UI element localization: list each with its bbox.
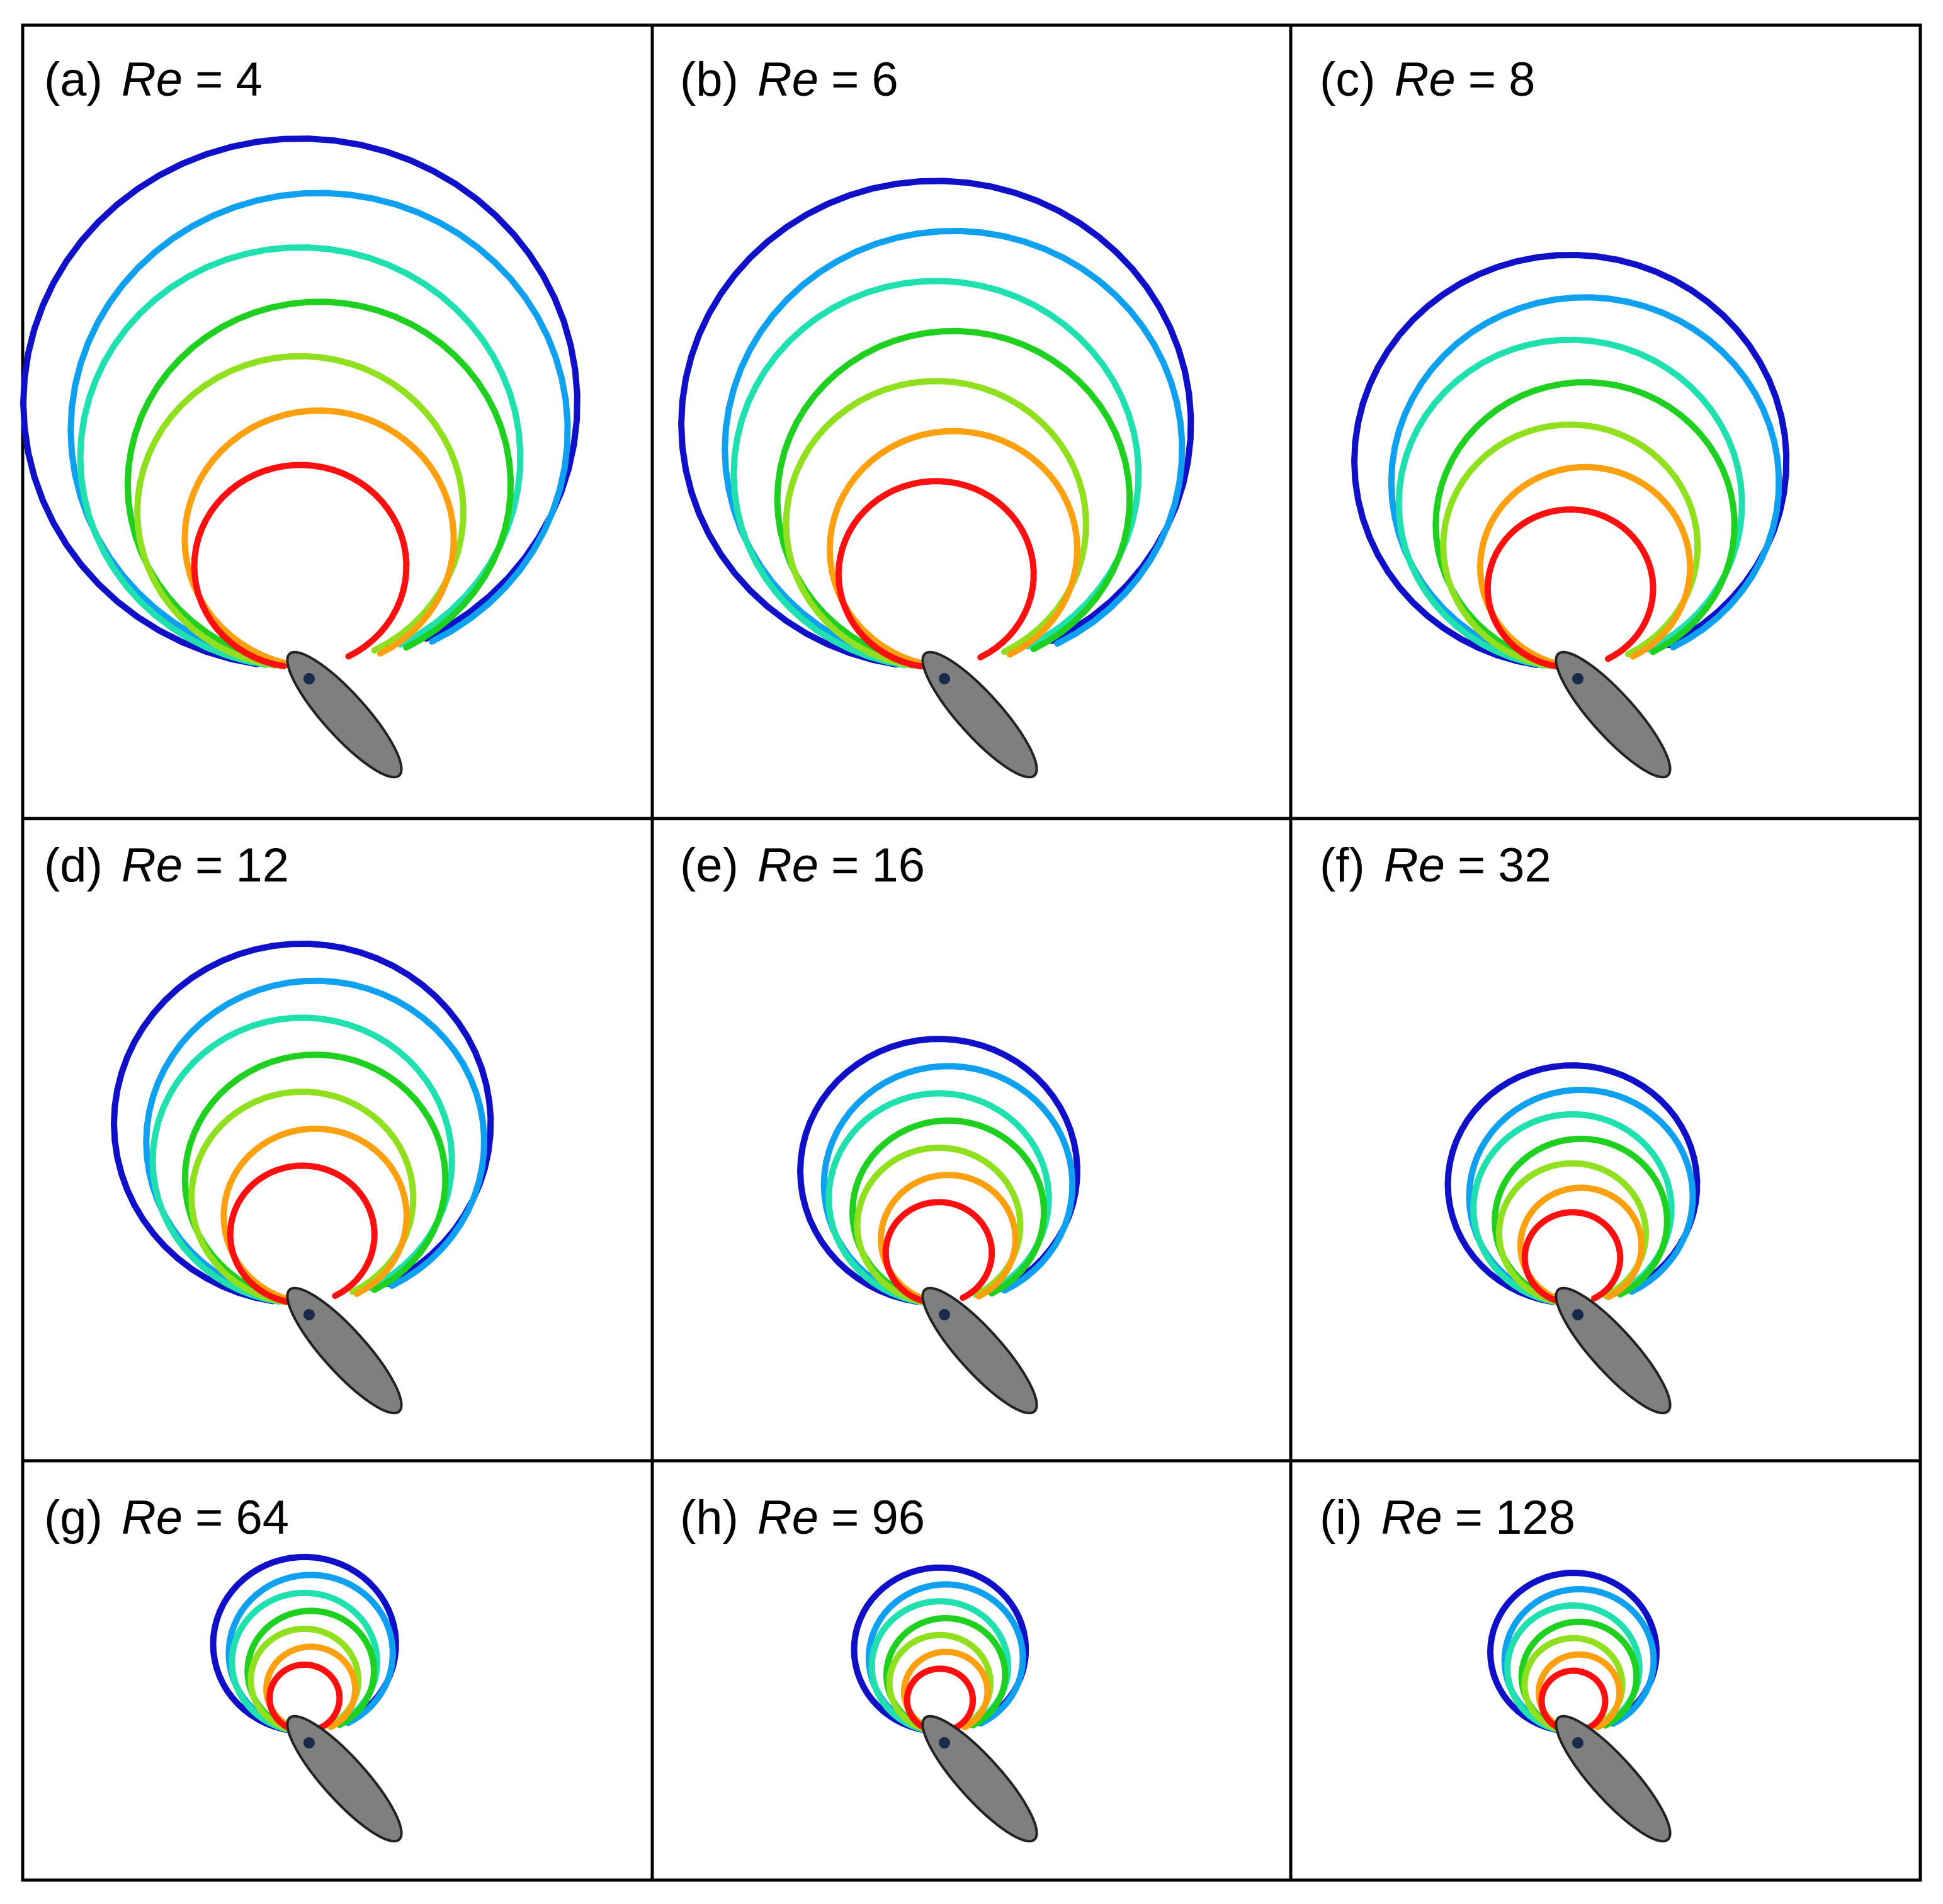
panel-e-trajectory-5: [854, 1144, 1024, 1306]
panel-g-trajectories: [210, 1553, 403, 1843]
panel-f-title: (f) Re = 32: [1320, 839, 1551, 892]
panel-c-trajectory-7: [1484, 506, 1657, 670]
panel-i-tip-marker: [1572, 1737, 1583, 1748]
panel-b-trajectories: [677, 178, 1194, 779]
panel-f-trajectory-5: [1495, 1160, 1650, 1306]
panel-c-trajectory-6: [1476, 463, 1694, 669]
panel-b-trajectory-1: [677, 178, 1194, 668]
panel-g-title: (g) Re = 64: [44, 1491, 289, 1544]
panel-d-trajectory-3: [149, 1014, 455, 1305]
panel-a-title: (a) Re = 4: [44, 53, 263, 106]
panel-d: (d) Re = 12: [44, 839, 494, 1415]
panel-h-trajectories: [851, 1564, 1038, 1843]
panel-d-trajectory-7: [227, 1162, 378, 1306]
panel-g: (g) Re = 64: [44, 1491, 403, 1843]
panel-a-trajectory-5: [133, 353, 467, 669]
panel-e: (e) Re = 16: [680, 839, 1080, 1415]
panel-b-trajectory-3: [730, 278, 1142, 669]
panel-a-tip-marker: [303, 673, 315, 684]
panel-i-trajectories: [1487, 1570, 1672, 1843]
panel-e-title: (e) Re = 16: [680, 839, 925, 892]
panel-d-tip-marker: [303, 1309, 315, 1320]
panel-e-trajectory-2: [820, 1063, 1076, 1305]
panel-a-trajectory-7: [191, 462, 410, 669]
panel-c-trajectory-3: [1395, 336, 1745, 669]
panel-e-trajectories: [796, 1036, 1080, 1415]
panel-e-trajectory-3: [825, 1090, 1052, 1305]
panel-d-trajectory-2: [143, 977, 487, 1305]
panel-a-ellipsoid-body: [286, 650, 403, 779]
panel-e-trajectory-6: [878, 1172, 1019, 1306]
panel-b-ellipsoid-body: [921, 650, 1038, 779]
panel-i-ellipsoid-body: [1555, 1714, 1672, 1843]
panel-e-tip-marker: [939, 1309, 950, 1320]
panel-i-title: (i) Re = 128: [1320, 1491, 1575, 1544]
panel-b-trajectory-5: [783, 378, 1089, 669]
panel-d-ellipsoid-body: [286, 1286, 403, 1415]
panel-h-tip-marker: [939, 1737, 950, 1748]
panel-f-trajectory-2: [1466, 1086, 1696, 1305]
panel-b-tip-marker: [939, 673, 950, 684]
panel-b-trajectory-7: [835, 478, 1037, 670]
panel-f: (f) Re = 32: [1320, 839, 1701, 1415]
panel-g-tip-marker: [303, 1737, 315, 1748]
panel-a: (a) Re = 4: [20, 53, 581, 779]
panel-f-trajectory-3: [1470, 1111, 1675, 1306]
panel-b: (b) Re = 6: [677, 53, 1194, 779]
panel-f-trajectories: [1444, 1062, 1701, 1415]
panel-a-trajectory-6: [181, 407, 457, 669]
panel-f-tip-marker: [1572, 1309, 1583, 1320]
panel-b-title: (b) Re = 6: [680, 53, 898, 106]
panel-d-trajectory-5: [188, 1088, 417, 1305]
panel-c-ellipsoid-body: [1555, 650, 1672, 779]
panel-d-trajectory-6: [220, 1125, 410, 1306]
panel-h-trajectory-7: [904, 1665, 977, 1735]
panel-g-trajectory-7: [266, 1661, 343, 1735]
panel-a-trajectory-3: [77, 244, 524, 668]
panel-c: (c) Re = 8: [1320, 53, 1790, 779]
panel-d-trajectories: [110, 940, 494, 1415]
panel-c-title: (c) Re = 8: [1320, 53, 1535, 106]
panel-c-trajectory-1: [1351, 251, 1790, 668]
panel-f-trajectory-7: [1521, 1209, 1624, 1306]
panel-b-trajectory-6: [826, 428, 1080, 669]
panel-i-trajectory-7: [1538, 1667, 1609, 1735]
panel-h: (h) Re = 96: [680, 1491, 1038, 1843]
panel-c-trajectories: [1351, 251, 1790, 779]
panel-h-ellipsoid-body: [921, 1714, 1038, 1843]
panel-e-trajectory-1: [796, 1036, 1080, 1305]
panel-e-trajectory-7: [882, 1199, 995, 1306]
panel-h-title: (h) Re = 96: [680, 1491, 925, 1544]
panel-f-ellipsoid-body: [1555, 1286, 1672, 1415]
panel-i: (i) Re = 128: [1320, 1491, 1672, 1843]
grid-frame: [21, 23, 1922, 1882]
panel-d-trajectory-1: [110, 940, 494, 1305]
panel-g-ellipsoid-body: [286, 1714, 403, 1843]
panel-d-title: (d) Re = 12: [44, 839, 289, 892]
panel-e-ellipsoid-body: [921, 1286, 1038, 1415]
panel-c-trajectory-5: [1440, 421, 1701, 669]
panel-c-tip-marker: [1572, 673, 1583, 684]
panel-a-trajectories: [20, 135, 581, 779]
panel-a-trajectory-1: [20, 135, 581, 667]
